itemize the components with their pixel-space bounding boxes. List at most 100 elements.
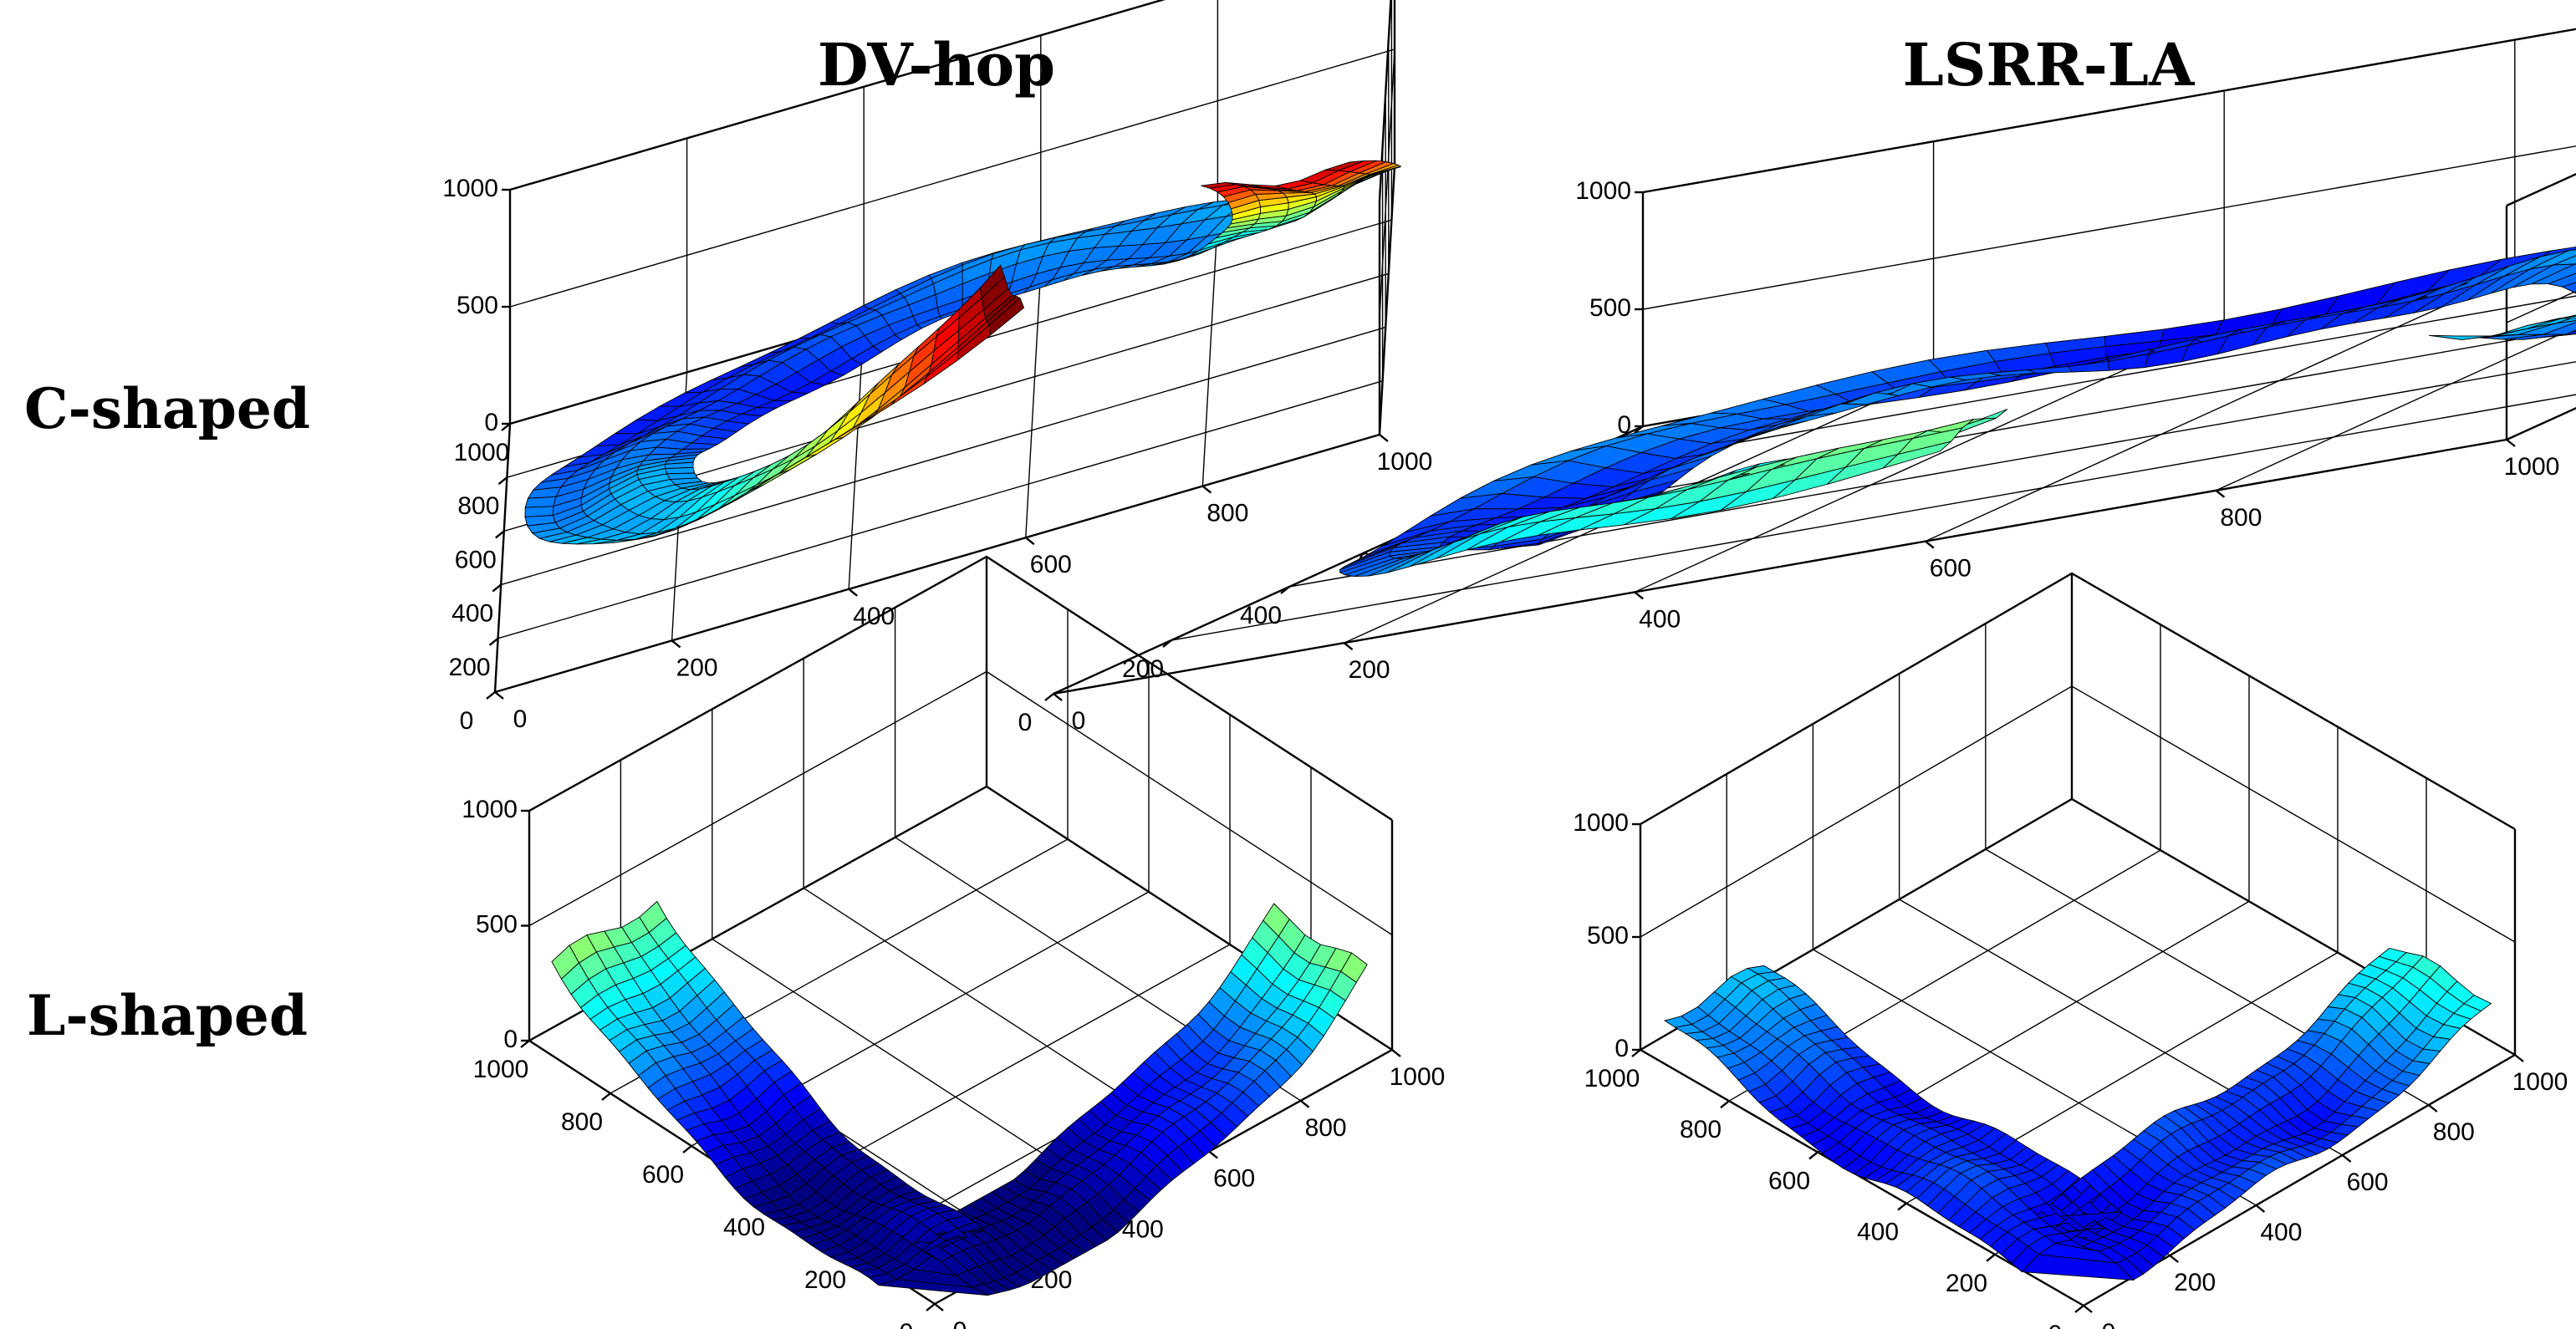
- axes-grid: [1053, 28, 2576, 695]
- y-tick-label: 800: [1680, 1116, 1722, 1143]
- x-tick-label: 800: [1305, 1114, 1347, 1142]
- tick-labels: 0200400600800100002004006008001000050010…: [462, 796, 1445, 1329]
- surface-cell: [2021, 1254, 2135, 1281]
- wall-grid-z: [509, 48, 1395, 318]
- y-tick-label: 200: [804, 1266, 846, 1294]
- y-tick-mark: [1162, 639, 1172, 648]
- floor-grid-x: [1925, 272, 2516, 542]
- y-tick-mark: [520, 1040, 530, 1048]
- x-tick-mark: [1343, 642, 1354, 651]
- z-tick-label: 0: [1614, 1035, 1629, 1062]
- z-tick-label: 500: [457, 292, 498, 319]
- y-tick-mark: [488, 637, 499, 646]
- x-tick-label: 400: [1639, 605, 1681, 633]
- y-tick-label: 0: [460, 707, 474, 735]
- x-tick-mark: [1634, 591, 1644, 600]
- y-tick-label: 400: [451, 600, 493, 628]
- x-tick-label: 600: [1930, 555, 1972, 583]
- x-tick-mark: [2255, 1204, 2266, 1213]
- y-tick-mark: [495, 530, 505, 539]
- surface-cell: [2429, 334, 2492, 340]
- row-label-l-shaped: L-shaped: [27, 983, 308, 1048]
- wall-grid-z: [528, 670, 1393, 936]
- x-tick-label: 0: [953, 1317, 967, 1329]
- x-tick-mark: [2514, 1054, 2524, 1062]
- x-tick-mark: [2341, 1154, 2352, 1163]
- x-tick-mark: [1201, 485, 1212, 494]
- x-tick-label: 1000: [2512, 1068, 2568, 1096]
- surface-cell: [878, 1279, 988, 1296]
- column-title-lsrr-la: LSRR-LA: [1903, 30, 2196, 99]
- y-tick-label: 200: [1946, 1270, 1987, 1297]
- y-tick-mark: [1631, 1049, 1641, 1057]
- y-tick-mark: [1634, 425, 1644, 434]
- panel-lsrr-la-l-shaped: 0 200 400 600 800 1000 0 200 400 600 800 1000 0 500 10…: [1573, 572, 2568, 1329]
- floor-grid-y: [1171, 394, 2576, 641]
- surface-cell: [524, 496, 557, 508]
- y-tick-label: 200: [1122, 655, 1164, 683]
- floor-grid-x: [1201, 217, 1219, 486]
- x-tick-label: 0: [1072, 707, 1086, 735]
- z-tick-label: 500: [476, 911, 518, 939]
- x-tick-label: 400: [853, 603, 895, 630]
- x-tick-mark: [2083, 1305, 2093, 1313]
- z-tick-label: 0: [503, 1026, 518, 1053]
- y-tick-mark: [1280, 586, 1290, 594]
- x-tick-label: 200: [2174, 1269, 2216, 1296]
- z-tick-label: 1000: [1573, 809, 1629, 837]
- surface-mesh: [1664, 948, 2492, 1281]
- y-tick-mark: [1986, 1253, 1996, 1262]
- z-tick-label: 500: [1589, 294, 1631, 322]
- y-tick-label: 200: [449, 654, 491, 681]
- y-tick-mark: [682, 1145, 692, 1153]
- floor-grid-x: [1025, 269, 1042, 538]
- x-tick-mark: [1925, 540, 1935, 549]
- surface-cell: [1386, 541, 1455, 573]
- x-tick-mark: [1208, 1150, 1218, 1159]
- top-back-edge: [509, 0, 1392, 201]
- y-tick-label: 1000: [473, 1056, 529, 1083]
- y-tick-label: 800: [561, 1108, 603, 1136]
- y-tick-mark: [492, 583, 502, 593]
- x-tick-label: 1000: [1390, 1063, 1446, 1091]
- x-tick-label: 400: [2260, 1219, 2302, 1246]
- y-tick-label: 0: [900, 1319, 914, 1329]
- row-label-c-shaped: C-shaped: [24, 376, 310, 441]
- top-back-edge: [1640, 572, 2516, 831]
- x-tick-mark: [934, 1303, 944, 1311]
- y-tick-mark: [2074, 1305, 2084, 1313]
- z-tick-label: 1000: [442, 175, 498, 202]
- x-tick-mark: [2169, 1255, 2179, 1263]
- tick-labels: 0200400600800100002004006008001000050010…: [1573, 809, 2568, 1329]
- y-tick-label: 1000: [454, 439, 510, 466]
- surface-cell: [2561, 282, 2576, 293]
- y-tick-label: 800: [457, 492, 499, 520]
- surface-cell: [2547, 272, 2576, 288]
- x-tick-mark: [1053, 693, 1063, 701]
- y-tick-label: 600: [1768, 1167, 1810, 1194]
- x-tick-label: 800: [2220, 504, 2262, 532]
- y-tick-label: 400: [1857, 1219, 1899, 1246]
- panel-dv-hop-c-shaped: 0 200 400 600 800 1000 0 200 400 600 800 1000 0 500 10…: [442, 0, 1432, 735]
- x-tick-label: 800: [2433, 1118, 2475, 1146]
- y-tick-mark: [497, 476, 508, 486]
- floor-grid-y: [501, 326, 1386, 586]
- panel-lsrr-la-c-shaped: 0 200 400 600 800 1000 0 200 400 600 800 1000 0 500 10…: [1018, 28, 2576, 736]
- surface-cell: [1201, 181, 1237, 189]
- top-back-edge: [1642, 28, 2576, 207]
- x-tick-label: 200: [676, 654, 718, 681]
- x-tick-label: 600: [2347, 1169, 2389, 1196]
- top-back-edge: [528, 555, 1393, 822]
- x-tick-mark: [1299, 1099, 1310, 1108]
- x-tick-label: 1000: [1377, 448, 1433, 476]
- y-tick-mark: [601, 1092, 611, 1101]
- floor-grid-x: [2216, 326, 2576, 491]
- x-tick-label: 0: [513, 705, 528, 733]
- x-tick-mark: [494, 691, 504, 700]
- y-tick-mark: [1720, 1100, 1730, 1109]
- y-tick-label: 600: [642, 1161, 684, 1189]
- z-tick-label: 0: [484, 409, 498, 436]
- z-tick-label: 500: [1587, 922, 1629, 950]
- x-tick-label: 600: [1213, 1165, 1255, 1193]
